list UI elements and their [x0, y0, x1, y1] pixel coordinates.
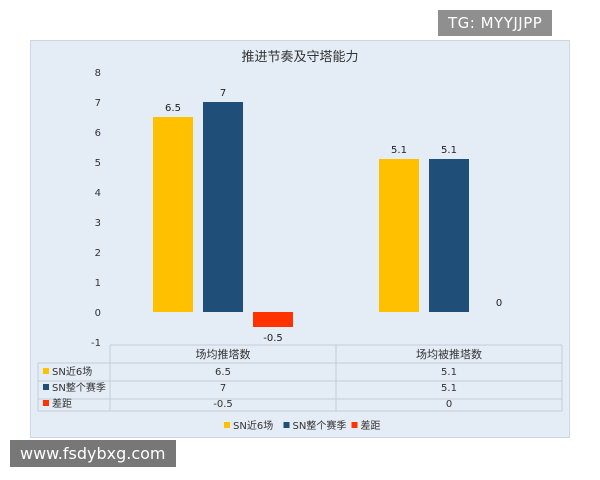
- table-legend-key: [43, 368, 49, 374]
- watermark-tg: TG: MYYJJPP: [438, 10, 553, 36]
- table-cell: 5.1: [441, 383, 457, 394]
- bar: [153, 117, 193, 312]
- table-cell: 6.5: [215, 367, 231, 378]
- y-tick-label: 5: [95, 158, 101, 169]
- table-legend-key: [43, 400, 49, 406]
- table-row-label: SN整个赛季: [52, 381, 106, 394]
- bar: [379, 159, 419, 312]
- legend-label: SN整个赛季: [293, 419, 347, 432]
- y-tick-label: 0: [95, 308, 101, 319]
- y-tick-label: 1: [95, 278, 101, 289]
- table-header: 场均推塔数: [196, 347, 251, 361]
- bar-data-label: 7: [220, 88, 226, 99]
- legend-key: [283, 422, 290, 428]
- bar-data-label: 5.1: [441, 145, 457, 156]
- y-tick-label: 6: [95, 128, 101, 139]
- table-cell: -0.5: [213, 399, 233, 410]
- table-row-label: 差距: [52, 397, 72, 410]
- y-tick-label: 7: [95, 98, 101, 109]
- y-tick-label: -1: [91, 338, 101, 349]
- bar: [203, 102, 243, 312]
- legend-label: 差距: [361, 419, 381, 432]
- bar-data-label: 5.1: [391, 145, 407, 156]
- bar-data-label: -0.5: [263, 333, 283, 344]
- legend-key: [224, 422, 230, 428]
- legend-label: SN近6场: [233, 419, 273, 432]
- chart-panel: [30, 40, 570, 438]
- y-axis: -1 0 1 2 3 4 5 6 7 8: [91, 68, 101, 349]
- y-tick-label: 8: [95, 68, 101, 79]
- table-legend-key: [43, 384, 49, 390]
- bars: 6.5 7 -0.5 5.1 5.1 0: [153, 88, 502, 344]
- bar: [429, 159, 469, 312]
- watermark-site: www.fsdybxg.com: [10, 440, 176, 467]
- legend-key: [351, 422, 358, 428]
- y-tick-label: 4: [95, 188, 101, 199]
- table-cell: 0: [446, 399, 452, 410]
- y-tick-label: 2: [95, 248, 101, 259]
- table-cell: 7: [220, 383, 226, 394]
- y-tick-label: 3: [95, 218, 101, 229]
- chart-title: 推进节奏及守塔能力: [241, 50, 359, 65]
- data-table: 场均推塔数 场均被推塔数 SN近6场 6.5 5.1 SN整个赛季 7 5.1 差距 -0.5 0: [37, 344, 563, 412]
- legend: SN近6场 SN整个赛季 差距: [224, 419, 381, 432]
- table-cell: 5.1: [441, 367, 457, 378]
- bar-data-label: 6.5: [165, 103, 181, 114]
- bar-data-label: 0: [496, 298, 502, 309]
- table-header: 场均被推塔数: [416, 347, 482, 361]
- table-row-label: SN近6场: [52, 365, 92, 378]
- bar: [253, 312, 293, 327]
